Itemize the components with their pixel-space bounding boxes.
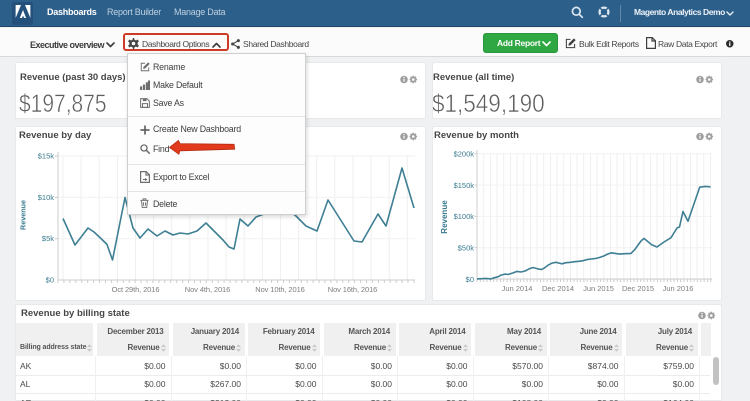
svg-text:$15k: $15k bbox=[38, 152, 55, 161]
svg-text:Nov 10th, 2016: Nov 10th, 2016 bbox=[255, 285, 304, 294]
svg-text:Nov 4th, 2016: Nov 4th, 2016 bbox=[185, 285, 230, 294]
svg-text:$50k: $50k bbox=[458, 244, 475, 253]
svg-text:$0: $0 bbox=[46, 276, 54, 285]
svg-text:Jun 2015: Jun 2015 bbox=[583, 284, 614, 293]
svg-text:Dec 2015: Dec 2015 bbox=[622, 284, 654, 293]
svg-text:$10k: $10k bbox=[38, 193, 55, 202]
svg-text:Revenue: Revenue bbox=[440, 200, 449, 234]
svg-text:$5k: $5k bbox=[42, 234, 54, 243]
svg-text:Jun 2014: Jun 2014 bbox=[502, 284, 533, 293]
svg-text:$200k: $200k bbox=[454, 150, 475, 159]
svg-text:Oct 29th, 2016: Oct 29th, 2016 bbox=[112, 285, 160, 294]
svg-text:Nov 16th, 2016: Nov 16th, 2016 bbox=[328, 285, 377, 294]
svg-text:Revenue: Revenue bbox=[19, 200, 28, 230]
svg-text:$100k: $100k bbox=[454, 212, 475, 221]
svg-text:$0: $0 bbox=[466, 275, 474, 284]
svg-text:Dec 2014: Dec 2014 bbox=[542, 284, 574, 293]
svg-text:$150k: $150k bbox=[454, 181, 475, 190]
svg-text:Jun 2016: Jun 2016 bbox=[663, 284, 694, 293]
